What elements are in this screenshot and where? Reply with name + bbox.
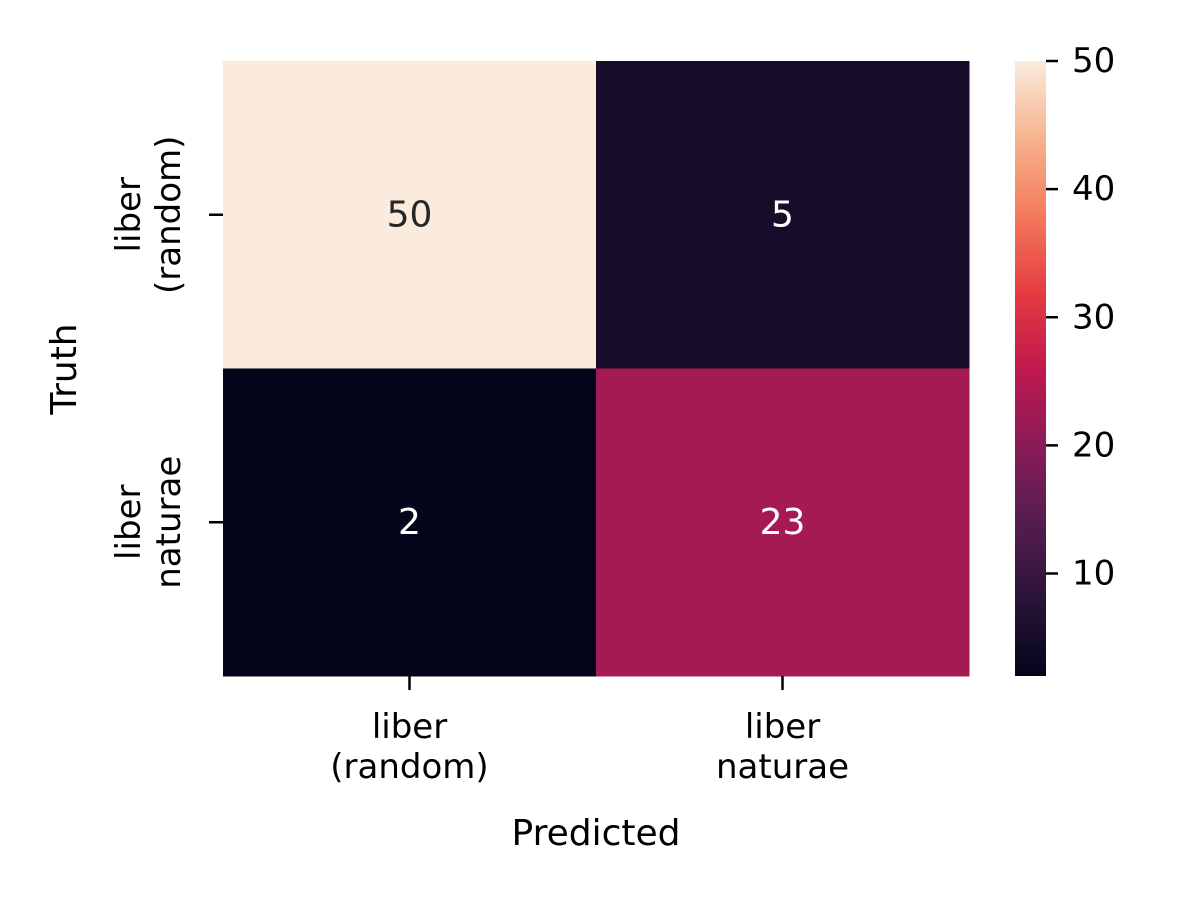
x-tick-label: (random) — [330, 747, 488, 787]
x-axis-title: Predicted — [512, 813, 681, 854]
colorbar-gradient — [1015, 61, 1046, 676]
heatmap-cell — [223, 368, 597, 677]
x-tick-label: liber — [745, 707, 820, 747]
cell-annotation: 2 — [398, 502, 421, 543]
colorbar-tick-label: 40 — [1072, 169, 1115, 209]
colorbar-tick-label: 20 — [1072, 425, 1115, 465]
colorbar-tick-label: 10 — [1072, 554, 1115, 594]
y-axis-title: Truth — [44, 323, 85, 415]
y-tick-label: liber — [109, 485, 149, 560]
heatmap-cell — [223, 61, 597, 369]
y-tick-label: liber — [109, 177, 149, 252]
heatmap-cell — [596, 61, 970, 369]
x-tick-label: liber — [372, 707, 447, 747]
y-tick-label: naturae — [149, 456, 189, 589]
x-tick-label: naturae — [716, 747, 849, 787]
heatmap-cell — [596, 368, 970, 677]
y-tick-label: (random) — [149, 136, 189, 294]
heatmap-cells — [223, 61, 970, 677]
y-axis: liber (random)liber naturae — [109, 136, 223, 589]
colorbar-tick-label: 50 — [1072, 41, 1115, 81]
colorbar: 10 20 30 40 50 — [1015, 41, 1115, 676]
cell-annotation: 5 — [771, 194, 794, 235]
cell-annotation: 23 — [760, 502, 806, 543]
colorbar-tick-label: 30 — [1072, 297, 1115, 337]
cell-annotations: 50 5 2 23 — [387, 194, 806, 543]
cell-annotation: 50 — [387, 194, 433, 235]
